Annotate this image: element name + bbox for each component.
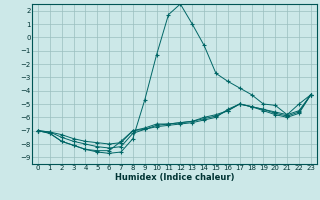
X-axis label: Humidex (Indice chaleur): Humidex (Indice chaleur) bbox=[115, 173, 234, 182]
